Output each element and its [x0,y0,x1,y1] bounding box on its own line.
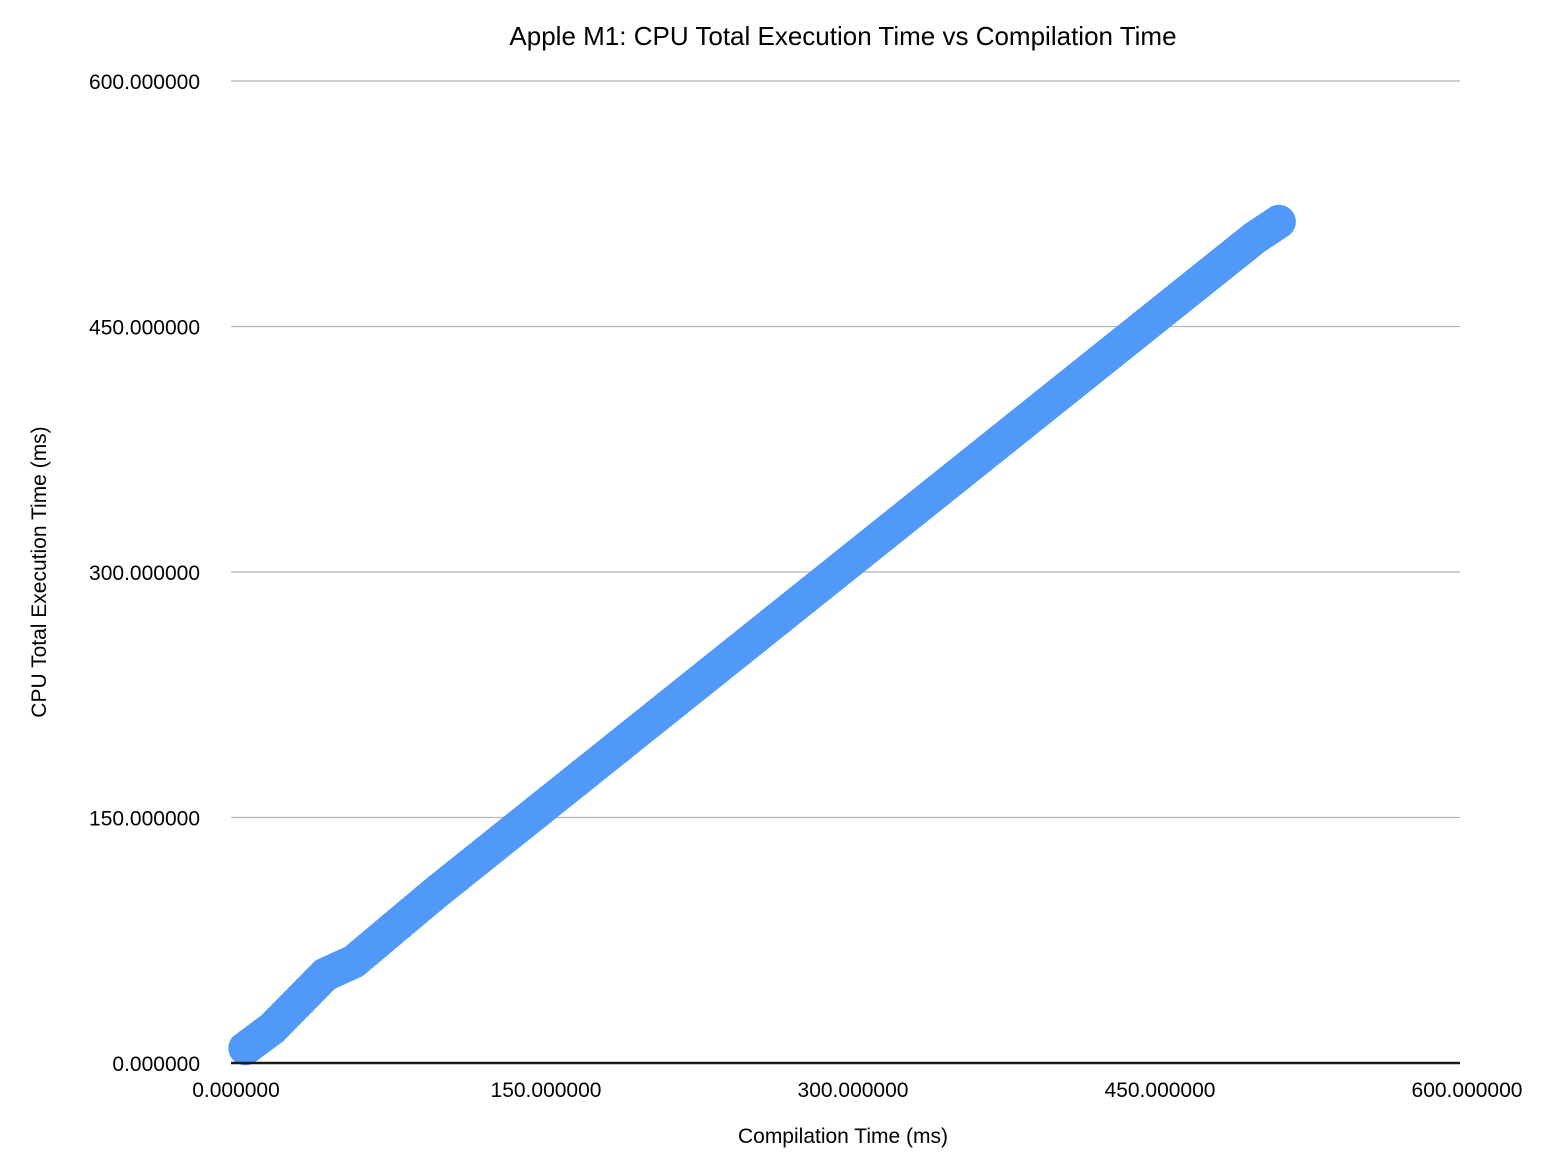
y-axis-label: CPU Total Execution Time (ms) [28,426,51,717]
y-tick-label: 600.000000 [89,71,200,94]
x-axis-label: Compilation Time (ms) [738,1125,948,1148]
x-tick-label: 300.000000 [798,1079,909,1102]
chart-title: Apple M1: CPU Total Execution Time vs Co… [509,21,1176,51]
x-tick-label: 600.000000 [1412,1079,1523,1102]
y-tick-label: 0.000000 [112,1053,200,1076]
x-tick-label: 450.000000 [1105,1079,1216,1102]
y-tick-label: 300.000000 [89,562,200,585]
x-tick-label: 0.000000 [192,1079,280,1102]
x-tick-label: 150.000000 [491,1079,602,1102]
y-tick-label: 450.000000 [89,317,200,340]
gridlines [231,80,1460,819]
data-series [228,204,1296,1066]
y-tick-label: 150.000000 [89,808,200,831]
x-axis-ticks: 0.000000 150.000000 300.000000 450.000000 60… [192,1079,1522,1102]
data-point [1261,204,1296,239]
y-axis-ticks: 0.000000 150.000000 300.000000 450.000000 60… [89,71,200,1076]
